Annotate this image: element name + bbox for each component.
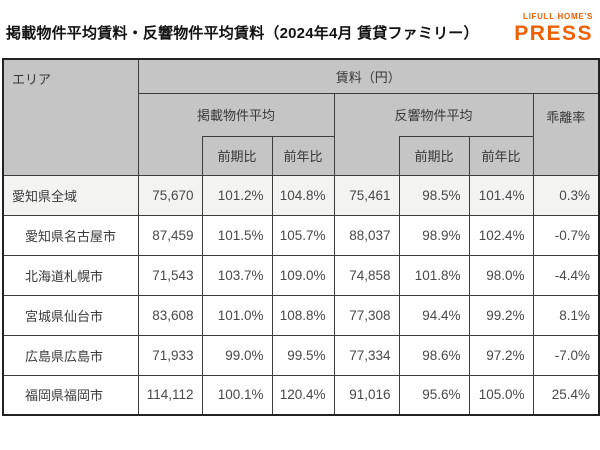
response-prev-year-cell: 99.2% — [468, 294, 534, 336]
response-avg-cell: 77,308 — [333, 294, 400, 336]
table-row-sapporo: 北海道札幌市 71,543 103.7% 109.0% 74,858 101.8… — [2, 254, 600, 296]
subheader-listed-prev-year: 前年比 — [271, 135, 335, 176]
col-header-rent-yen: 賃料（円） — [137, 58, 600, 94]
header-row-1: エリア 賃料（円） — [2, 58, 600, 176]
response-prev-year-cell: 97.2% — [468, 334, 534, 376]
response-avg-cell: 74,858 — [333, 254, 400, 296]
divergence-cell: 25.4% — [532, 374, 600, 416]
response-avg-cell: 88,037 — [333, 214, 400, 256]
response-prev-period-cell: 98.6% — [398, 334, 470, 376]
response-prev-period-cell: 101.8% — [398, 254, 470, 296]
listed-prev-year-cell: 99.5% — [271, 334, 335, 376]
listed-prev-period-cell: 99.0% — [201, 334, 273, 376]
header-row-2: 掲載物件平均 反響物件平均 乖離率 — [3, 92, 600, 176]
table-row-aichi-total: 愛知県全域 75,670 101.2% 104.8% 75,461 98.5% … — [2, 174, 600, 216]
listed-prev-period-cell: 101.5% — [201, 214, 273, 256]
listed-prev-year-cell: 104.8% — [271, 174, 335, 216]
area-cell: 宮城県仙台市 — [2, 294, 139, 336]
rent-data-table: エリア 賃料（円） 掲載物件平均 反響物件平均 乖離率 前期比 前年比 前期比 … — [2, 58, 600, 416]
response-avg-cell: 91,016 — [333, 374, 400, 416]
lifull-homes-press-logo: LIFULL HOME'S PRESS — [514, 12, 593, 45]
area-cell: 愛知県全域 — [2, 174, 139, 216]
divergence-cell: -7.0% — [532, 334, 600, 376]
divergence-cell: -0.7% — [532, 214, 600, 256]
logo-press-text: PRESS — [514, 22, 593, 45]
divergence-cell: 8.1% — [532, 294, 600, 336]
group-header-listed-average: 掲載物件平均 — [137, 92, 335, 137]
response-avg-cell: 77,334 — [333, 334, 400, 376]
response-prev-period-cell: 98.9% — [398, 214, 470, 256]
area-cell: 福岡県福岡市 — [2, 374, 139, 416]
response-prev-period-cell: 94.4% — [398, 294, 470, 336]
subheader-listed-prev-period: 前期比 — [201, 135, 273, 176]
listed-prev-year-cell: 108.8% — [271, 294, 335, 336]
area-cell: 愛知県名古屋市 — [2, 214, 139, 256]
listed-avg-cell: 71,543 — [137, 254, 203, 296]
divergence-cell: -4.4% — [532, 254, 600, 296]
listed-prev-period-cell: 101.0% — [201, 294, 273, 336]
subheader-response-prev-year: 前年比 — [468, 135, 534, 176]
table-row-fukuoka: 福岡県福岡市 114,112 100.1% 120.4% 91,016 95.6… — [2, 374, 600, 416]
table-row-sendai: 宮城県仙台市 83,608 101.0% 108.8% 77,308 94.4%… — [2, 294, 600, 336]
listed-avg-cell: 71,933 — [137, 334, 203, 376]
logo-lifull-homes-text: LIFULL HOME'S — [523, 12, 593, 21]
listed-avg-cell: 114,112 — [137, 374, 203, 416]
listed-avg-cell: 83,608 — [137, 294, 203, 336]
subheader-response-prev-period: 前期比 — [398, 135, 470, 176]
page-title: 掲載物件平均賃料・反響物件平均賃料（2024年4月 賃貸ファミリー） — [6, 25, 479, 42]
divergence-cell: 0.3% — [532, 174, 600, 216]
listed-avg-cell: 75,670 — [137, 174, 203, 216]
response-prev-period-cell: 95.6% — [398, 374, 470, 416]
area-cell: 広島県広島市 — [2, 334, 139, 376]
listed-prev-period-cell: 100.1% — [201, 374, 273, 416]
listed-prev-year-cell: 109.0% — [271, 254, 335, 296]
response-prev-year-cell: 102.4% — [468, 214, 534, 256]
title-bar: 掲載物件平均賃料・反響物件平均賃料（2024年4月 賃貸ファミリー） LIFUL… — [0, 0, 600, 58]
listed-prev-period-cell: 103.7% — [201, 254, 273, 296]
group-header-response-average: 反響物件平均 — [333, 92, 534, 137]
listed-prev-year-cell: 120.4% — [271, 374, 335, 416]
response-prev-year-cell: 101.4% — [468, 174, 534, 216]
table-row-nagoya: 愛知県名古屋市 87,459 101.5% 105.7% 88,037 98.9… — [2, 214, 600, 256]
response-prev-year-cell: 98.0% — [468, 254, 534, 296]
listed-prev-period-cell: 101.2% — [201, 174, 273, 216]
area-cell: 北海道札幌市 — [2, 254, 139, 296]
response-prev-year-cell: 105.0% — [468, 374, 534, 416]
listed-prev-year-cell: 105.7% — [271, 214, 335, 256]
col-header-divergence-rate: 乖離率 — [532, 92, 600, 176]
table-row-hiroshima: 広島県広島市 71,933 99.0% 99.5% 77,334 98.6% 9… — [2, 334, 600, 376]
spacer-cell-listed — [137, 136, 203, 176]
col-header-area: エリア — [2, 58, 139, 176]
response-prev-period-cell: 98.5% — [398, 174, 470, 216]
spacer-cell-response — [333, 136, 400, 176]
response-avg-cell: 75,461 — [333, 174, 400, 216]
listed-avg-cell: 87,459 — [137, 214, 203, 256]
